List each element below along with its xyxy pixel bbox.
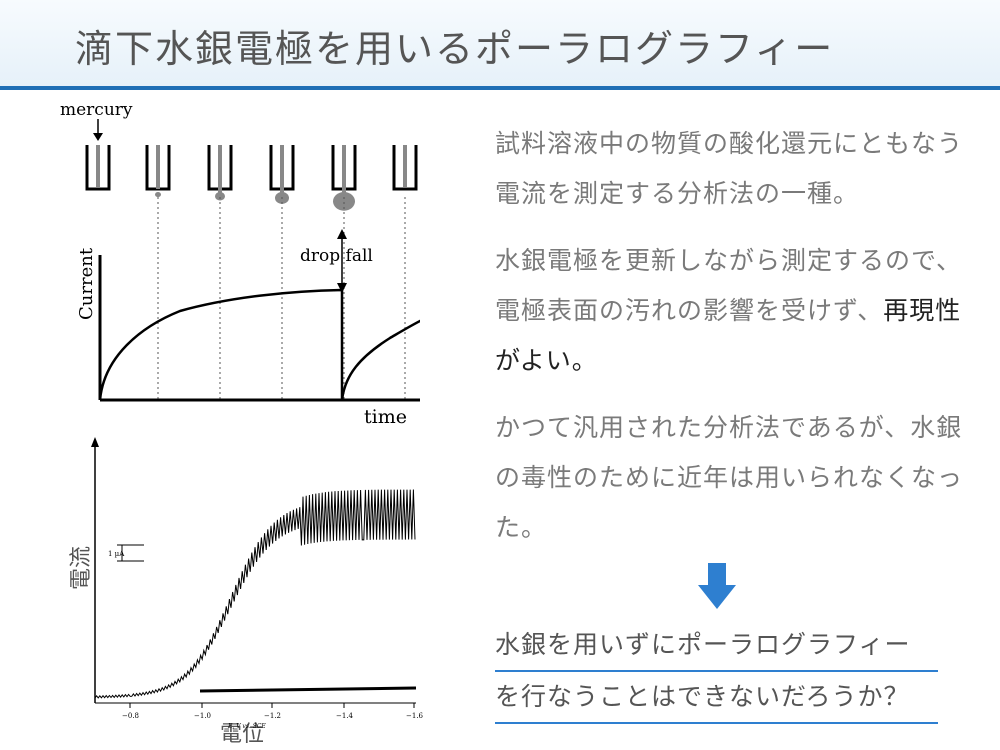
paragraph-2-emphasis: 再現性がよい。 bbox=[495, 296, 962, 375]
x-tick-label: −0.8 bbox=[122, 712, 139, 720]
mercury-column bbox=[280, 145, 284, 193]
paragraph-2: 水銀電極を更新しながら測定するので、電極表面の汚れの影響を受けず、再現性がよい。 bbox=[495, 236, 965, 386]
drop-fall-label: drop fall bbox=[300, 246, 373, 266]
mercury-drop bbox=[333, 192, 355, 211]
down-arrow-icon bbox=[698, 563, 736, 609]
current-axis-label: 電流 bbox=[69, 546, 94, 590]
paragraph-3: かつて汎用された分析法であるが、水銀の毒性のために近年は用いられなくなった。 bbox=[495, 413, 964, 542]
header-divider bbox=[0, 86, 1000, 90]
mercury-arrowhead bbox=[93, 133, 103, 141]
polarogram: −0.8 −1.0 −1.2 −1.4 −1.6 1 µA 電流 電位 E, V vs.… bbox=[69, 437, 424, 747]
x-tick-label: −1.2 bbox=[264, 712, 281, 720]
drop-fall-arrowhead-down bbox=[337, 283, 347, 293]
mercury-drop bbox=[215, 192, 225, 201]
mercury-column bbox=[156, 145, 160, 189]
current-label: Current bbox=[76, 247, 97, 320]
mercury-drop bbox=[155, 192, 161, 198]
question-text: 水銀を用いずにポーラログラフィー を行なうことはできないだろうか？ bbox=[495, 620, 940, 724]
polarogram-ticks: −0.8 −1.0 −1.2 −1.4 −1.6 bbox=[122, 703, 424, 720]
mercury-label: mercury bbox=[60, 100, 133, 120]
scale-label: 1 µA bbox=[108, 550, 125, 558]
capillary bbox=[85, 145, 111, 191]
mercury-column bbox=[96, 145, 100, 187]
electrode-row bbox=[85, 145, 418, 211]
polarogram-y-arrowhead bbox=[91, 437, 99, 447]
x-tick-label: −1.0 bbox=[194, 712, 211, 720]
time-label: time bbox=[364, 406, 407, 425]
current-curve-2 bbox=[340, 319, 420, 401]
slide-title: 滴下水銀電極を用いるポーラログラフィー bbox=[75, 27, 835, 71]
paragraph-1: 試料溶液中の物質の酸化還元にともなう電流を測定する分析法の一種。 bbox=[495, 129, 964, 208]
axis-caption: E, V vs. SCE bbox=[227, 723, 266, 730]
paragraph-2-text: 水銀電極を更新しながら測定するので、電極表面の汚れの影響を受けず、 bbox=[495, 246, 963, 325]
capillary bbox=[392, 145, 418, 191]
mercury-column bbox=[218, 145, 222, 193]
polarogram-trace bbox=[94, 489, 416, 699]
potential-axis-label: 電位 bbox=[220, 722, 264, 747]
mercury-column bbox=[342, 145, 346, 193]
x-tick-label: −1.4 bbox=[336, 712, 354, 720]
time-guide-lines bbox=[157, 197, 406, 400]
polarogram-residual-trace bbox=[199, 686, 417, 693]
drop-fall-arrowhead-up bbox=[337, 229, 347, 239]
dme-diagram: mercury drop fall Current time bbox=[60, 100, 420, 425]
question-line-2: を行なうことはできないだろうか？ bbox=[495, 672, 938, 724]
current-curve-1 bbox=[98, 288, 344, 401]
x-tick-label: −1.6 bbox=[406, 712, 424, 720]
mercury-column bbox=[403, 145, 407, 187]
question-line-1: 水銀を用いずにポーラログラフィー bbox=[495, 620, 938, 672]
slide-header bbox=[0, 0, 1000, 86]
